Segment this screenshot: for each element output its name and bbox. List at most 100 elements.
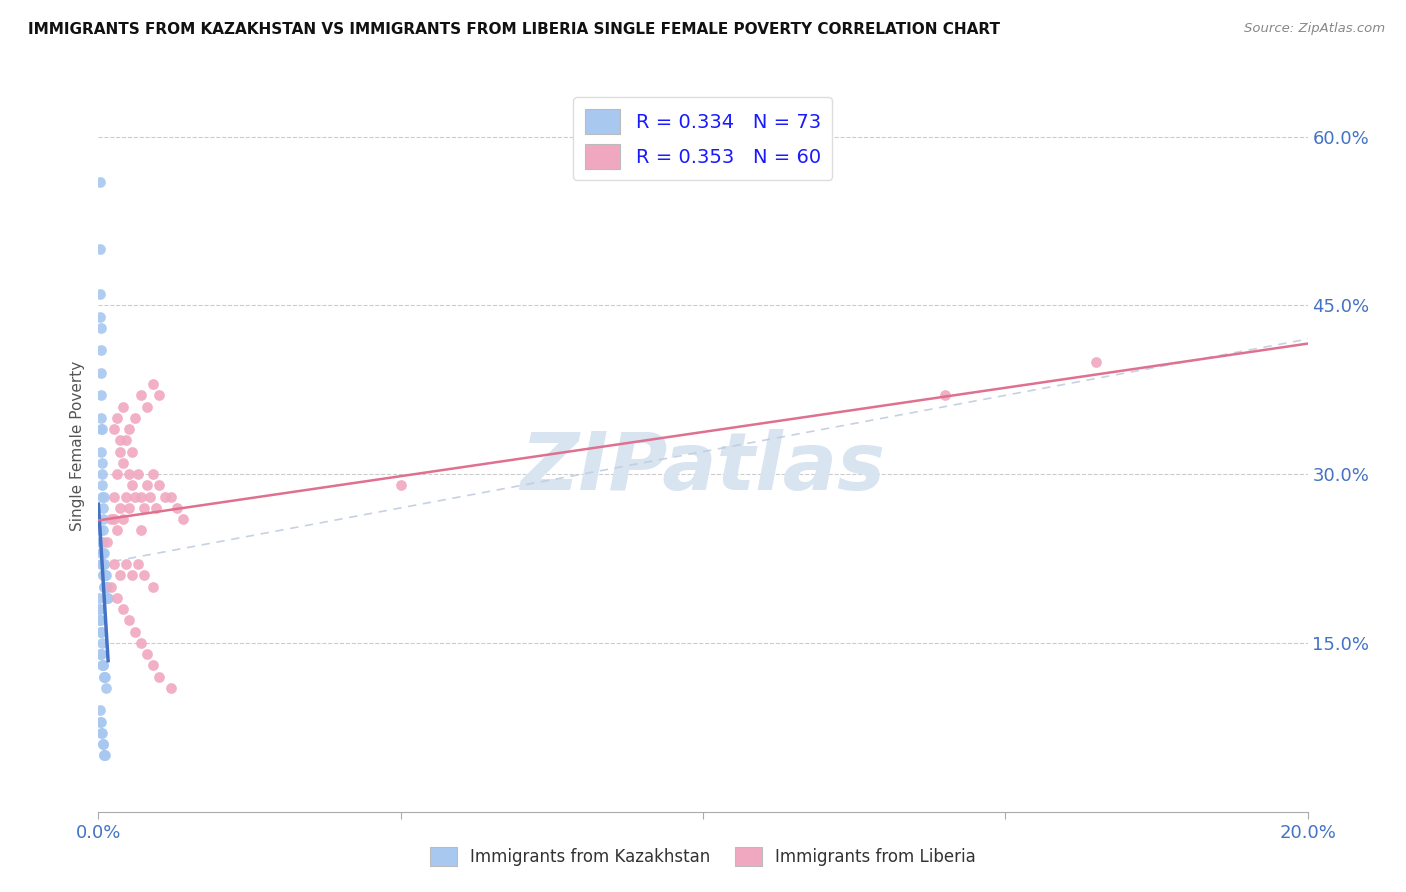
Point: [124, 624, 146, 639]
Text: ZIPatlas: ZIPatlas: [520, 429, 886, 507]
Point: [94, 580, 117, 594]
Point: [90, 557, 112, 571]
Point: [100, 580, 122, 594]
Point: [129, 490, 152, 504]
Point: [166, 500, 188, 515]
Point: [121, 444, 143, 458]
Point: [91, 422, 114, 436]
Point: [91, 512, 114, 526]
Point: [118, 614, 141, 628]
Point: [89, 714, 111, 729]
Point: [91, 546, 114, 560]
Point: [89, 175, 111, 189]
Point: [114, 557, 136, 571]
Point: [87, 591, 110, 605]
Point: [105, 591, 128, 605]
Point: [132, 568, 155, 582]
Point: [108, 500, 131, 515]
Point: [108, 444, 131, 458]
Point: [90, 422, 112, 436]
Point: [111, 400, 134, 414]
Point: [132, 500, 155, 515]
Point: [93, 557, 115, 571]
Point: [100, 512, 122, 526]
Point: [89, 524, 111, 538]
Point: [91, 737, 114, 751]
Point: [93, 557, 115, 571]
Point: [90, 343, 112, 358]
Point: [91, 467, 114, 482]
Point: [114, 490, 136, 504]
Point: [121, 568, 143, 582]
Point: [94, 580, 117, 594]
Point: [96, 534, 118, 549]
Point: [91, 500, 114, 515]
Point: [89, 242, 111, 256]
Legend: Immigrants from Kazakhstan, Immigrants from Liberia: Immigrants from Kazakhstan, Immigrants f…: [423, 840, 983, 873]
Point: [94, 681, 117, 695]
Point: [127, 557, 149, 571]
Point: [105, 410, 128, 425]
Point: [89, 647, 111, 661]
Point: [89, 602, 111, 616]
Point: [91, 456, 114, 470]
Point: [111, 456, 134, 470]
Point: [108, 434, 131, 448]
Point: [934, 388, 956, 402]
Point: [89, 310, 111, 324]
Point: [90, 647, 112, 661]
Point: [91, 636, 114, 650]
Point: [93, 580, 115, 594]
Point: [135, 478, 157, 492]
Point: [145, 500, 167, 515]
Point: [93, 748, 115, 763]
Point: [89, 703, 111, 717]
Point: [91, 534, 114, 549]
Point: [90, 321, 112, 335]
Text: Source: ZipAtlas.com: Source: ZipAtlas.com: [1244, 22, 1385, 36]
Point: [124, 490, 146, 504]
Point: [89, 287, 111, 301]
Point: [91, 737, 114, 751]
Point: [93, 670, 115, 684]
Point: [90, 647, 112, 661]
Point: [124, 410, 146, 425]
Point: [160, 490, 183, 504]
Point: [160, 681, 183, 695]
Point: [90, 624, 112, 639]
Point: [93, 670, 115, 684]
Point: [89, 534, 111, 549]
Point: [90, 726, 112, 740]
Point: [103, 490, 125, 504]
Point: [108, 568, 131, 582]
Point: [389, 478, 412, 492]
Point: [91, 568, 114, 582]
Point: [118, 422, 141, 436]
Point: [103, 557, 125, 571]
Point: [91, 478, 114, 492]
Point: [90, 410, 112, 425]
Point: [94, 568, 117, 582]
Point: [91, 726, 114, 740]
Point: [90, 624, 112, 639]
Point: [89, 614, 111, 628]
Point: [96, 591, 118, 605]
Point: [142, 658, 165, 673]
Point: [91, 557, 114, 571]
Point: [148, 388, 170, 402]
Point: [93, 546, 115, 560]
Point: [89, 614, 111, 628]
Point: [97, 591, 120, 605]
Point: [93, 748, 115, 763]
Point: [90, 546, 112, 560]
Point: [91, 658, 114, 673]
Point: [142, 377, 165, 392]
Point: [91, 658, 114, 673]
Point: [142, 467, 165, 482]
Point: [90, 366, 112, 380]
Point: [118, 467, 141, 482]
Point: [127, 467, 149, 482]
Point: [1085, 354, 1108, 368]
Point: [94, 670, 117, 684]
Point: [111, 602, 134, 616]
